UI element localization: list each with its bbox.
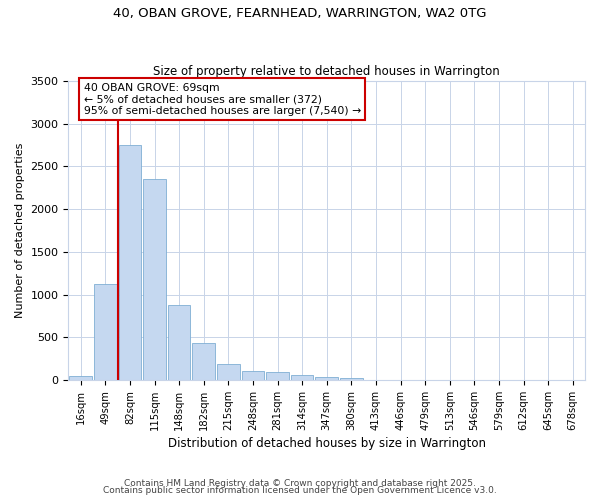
Bar bbox=[242, 370, 264, 380]
Bar bbox=[340, 378, 362, 380]
Bar bbox=[94, 284, 116, 380]
Bar bbox=[217, 364, 239, 380]
Bar bbox=[70, 376, 92, 380]
Bar bbox=[143, 180, 166, 380]
Bar bbox=[266, 372, 289, 380]
Bar bbox=[119, 145, 141, 380]
Y-axis label: Number of detached properties: Number of detached properties bbox=[15, 143, 25, 318]
Bar bbox=[291, 376, 313, 380]
Text: Contains public sector information licensed under the Open Government Licence v3: Contains public sector information licen… bbox=[103, 486, 497, 495]
X-axis label: Distribution of detached houses by size in Warrington: Distribution of detached houses by size … bbox=[168, 437, 486, 450]
Text: 40 OBAN GROVE: 69sqm
← 5% of detached houses are smaller (372)
95% of semi-detac: 40 OBAN GROVE: 69sqm ← 5% of detached ho… bbox=[83, 83, 361, 116]
Title: Size of property relative to detached houses in Warrington: Size of property relative to detached ho… bbox=[154, 66, 500, 78]
Text: Contains HM Land Registry data © Crown copyright and database right 2025.: Contains HM Land Registry data © Crown c… bbox=[124, 478, 476, 488]
Bar bbox=[168, 305, 190, 380]
Bar bbox=[193, 343, 215, 380]
Bar bbox=[316, 378, 338, 380]
Text: 40, OBAN GROVE, FEARNHEAD, WARRINGTON, WA2 0TG: 40, OBAN GROVE, FEARNHEAD, WARRINGTON, W… bbox=[113, 8, 487, 20]
